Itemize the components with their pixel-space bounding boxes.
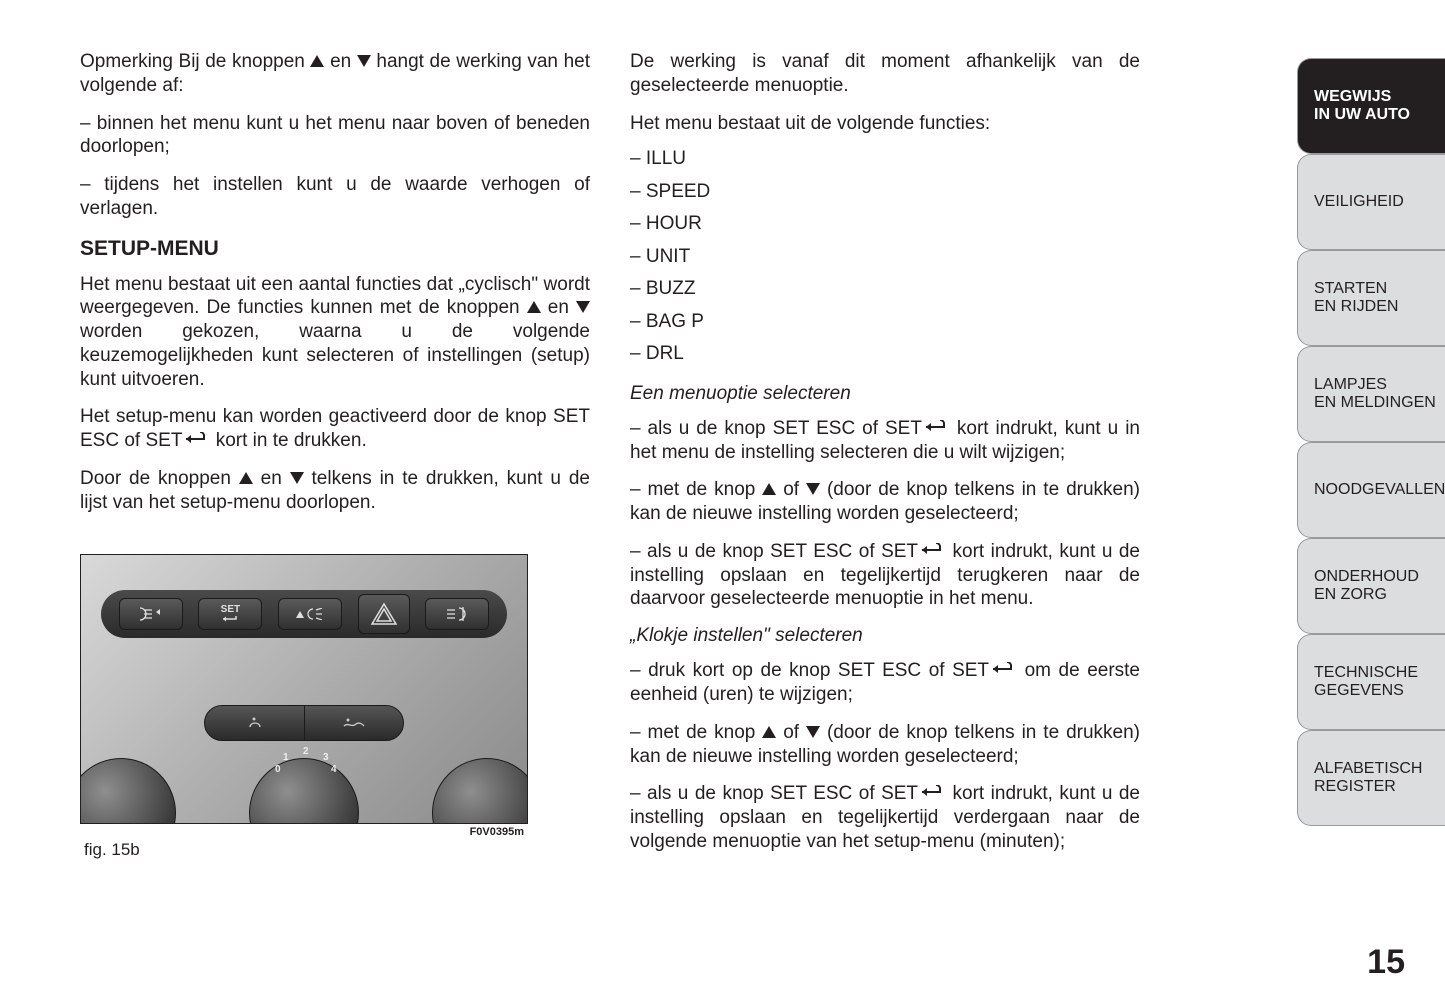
setup-menu-heading: SETUP-MENU — [80, 237, 590, 261]
figure-label: fig. 15b — [80, 840, 530, 860]
up-arrow-icon — [762, 483, 776, 495]
button-panel: SET — [101, 590, 507, 638]
figure-15b: SET — [80, 554, 530, 860]
dial-1: 1 — [283, 752, 289, 763]
chapter-tab[interactable]: ONDERHOUD EN ZORG — [1297, 538, 1445, 634]
setup-para-1: Het menu bestaat uit een aantal functies… — [80, 273, 590, 392]
text: – met de knop — [630, 479, 762, 500]
note-paragraph: Opmerking Bij de knoppen en hangt de wer… — [80, 50, 590, 98]
chapter-tab[interactable]: ALFABETISCH REGISTER — [1297, 730, 1445, 826]
text: Opmerking Bij de knoppen — [80, 51, 310, 72]
s3: – als u de knop SET ESC of SET kort indr… — [630, 540, 1140, 611]
text: – druk kort op de knop SET ESC of SET — [630, 660, 989, 681]
text: en — [324, 51, 356, 72]
s6: – als u de knop SET ESC of SET kort indr… — [630, 782, 1140, 853]
recirculate-button — [205, 706, 305, 740]
back-arrow-icon — [989, 659, 1017, 683]
subheading-2: „Klokje instellen" selecteren — [630, 625, 1140, 647]
up-arrow-icon — [762, 726, 776, 738]
text: – als u de knop SET ESC of SET — [630, 418, 922, 439]
setup-para-2: Het setup-menu kan worden geactiveerd do… — [80, 405, 590, 453]
dial-4: 4 — [331, 764, 337, 775]
text: of — [776, 722, 806, 743]
menu-function-item: – BAG P — [630, 308, 1140, 337]
down-arrow-icon — [576, 301, 590, 313]
s2: – met de knop of (door de knop telkens i… — [630, 478, 1140, 526]
fog-front-button — [119, 598, 183, 630]
menu-function-item: – HOUR — [630, 210, 1140, 239]
text: en — [253, 468, 290, 489]
up-arrow-icon — [310, 55, 324, 67]
dial-3: 3 — [323, 752, 329, 763]
right-knob — [432, 758, 528, 824]
down-arrow-icon — [806, 726, 820, 738]
text: worden gekozen, waarna u de volgende keu… — [80, 321, 590, 390]
down-arrow-icon — [290, 472, 304, 484]
dashboard-illustration: SET — [80, 554, 528, 824]
menu-function-list: – ILLU – SPEED – HOUR – UNIT – BUZZ – BAG P – … — [630, 145, 1140, 369]
text: of — [776, 479, 806, 500]
up-arrow-icon — [239, 472, 253, 484]
chapter-tab[interactable]: VEILIGHEID — [1297, 154, 1445, 250]
dial-2: 2 — [303, 746, 309, 757]
text: – als u de knop SET ESC of SET — [630, 541, 918, 562]
back-arrow-icon — [922, 417, 950, 441]
s4: – druk kort op de knop SET ESC of SET om… — [630, 659, 1140, 707]
left-knob — [80, 758, 176, 824]
chapter-tab[interactable]: LAMPJES EN MELDINGEN — [1297, 346, 1445, 442]
down-arrow-icon — [806, 483, 820, 495]
figure-code: F0V0395m — [80, 826, 530, 838]
left-column: Opmerking Bij de knoppen en hangt de wer… — [80, 50, 590, 868]
setup-para-3: Door de knoppen en telkens in te drukken… — [80, 467, 590, 515]
menu-function-item: – UNIT — [630, 243, 1140, 272]
back-arrow-icon — [918, 540, 946, 564]
hazard-button — [358, 594, 410, 634]
chapter-tab[interactable]: STARTEN EN RIJDEN — [1297, 250, 1445, 346]
text: – als u de knop SET ESC of SET — [630, 783, 918, 804]
subheading-1: Een menuoptie selecteren — [630, 383, 1140, 405]
chapter-tab[interactable]: WEGWIJS IN UW AUTO — [1297, 58, 1445, 154]
text: kort in te drukken. — [210, 430, 366, 451]
page-number: 15 — [1367, 943, 1405, 982]
dial-0: 0 — [275, 764, 281, 775]
text: en — [541, 297, 576, 318]
r-para-1: De werking is vanaf dit moment afhankeli… — [630, 50, 1140, 98]
center-switches — [204, 705, 404, 741]
fresh-air-button — [305, 706, 404, 740]
text: Het menu bestaat uit een aantal functies… — [80, 274, 590, 319]
fog-rear-button — [425, 598, 489, 630]
set-button: SET — [198, 598, 262, 630]
bullet-2: – tijdens het instellen kunt u de waarde… — [80, 173, 590, 221]
s1: – als u de knop SET ESC of SET kort indr… — [630, 417, 1140, 465]
right-column: De werking is vanaf dit moment afhankeli… — [630, 50, 1140, 868]
back-arrow-icon — [182, 429, 210, 453]
set-label: SET — [221, 605, 240, 615]
center-knob — [249, 758, 359, 824]
menu-function-item: – DRL — [630, 340, 1140, 369]
menu-function-item: – SPEED — [630, 178, 1140, 207]
chapter-tabs: WEGWIJS IN UW AUTOVEILIGHEIDSTARTEN EN R… — [1297, 58, 1445, 826]
back-arrow-icon — [918, 782, 946, 806]
content-area: Opmerking Bij de knoppen en hangt de wer… — [80, 50, 1140, 868]
bullet-1: – binnen het menu kunt u het menu naar b… — [80, 112, 590, 160]
down-arrow-icon — [357, 55, 371, 67]
text: Door de knoppen — [80, 468, 239, 489]
chapter-tab[interactable]: NOODGEVALLEN — [1297, 442, 1445, 538]
menu-function-item: – BUZZ — [630, 275, 1140, 304]
text: – met de knop — [630, 722, 762, 743]
headlamp-button — [278, 598, 342, 630]
up-arrow-icon — [527, 301, 541, 313]
menu-function-item: – ILLU — [630, 145, 1140, 174]
chapter-tab[interactable]: TECHNISCHE GEGEVENS — [1297, 634, 1445, 730]
s5: – met de knop of (door de knop telkens i… — [630, 721, 1140, 769]
r-para-2: Het menu bestaat uit de volgende functie… — [630, 112, 1140, 136]
